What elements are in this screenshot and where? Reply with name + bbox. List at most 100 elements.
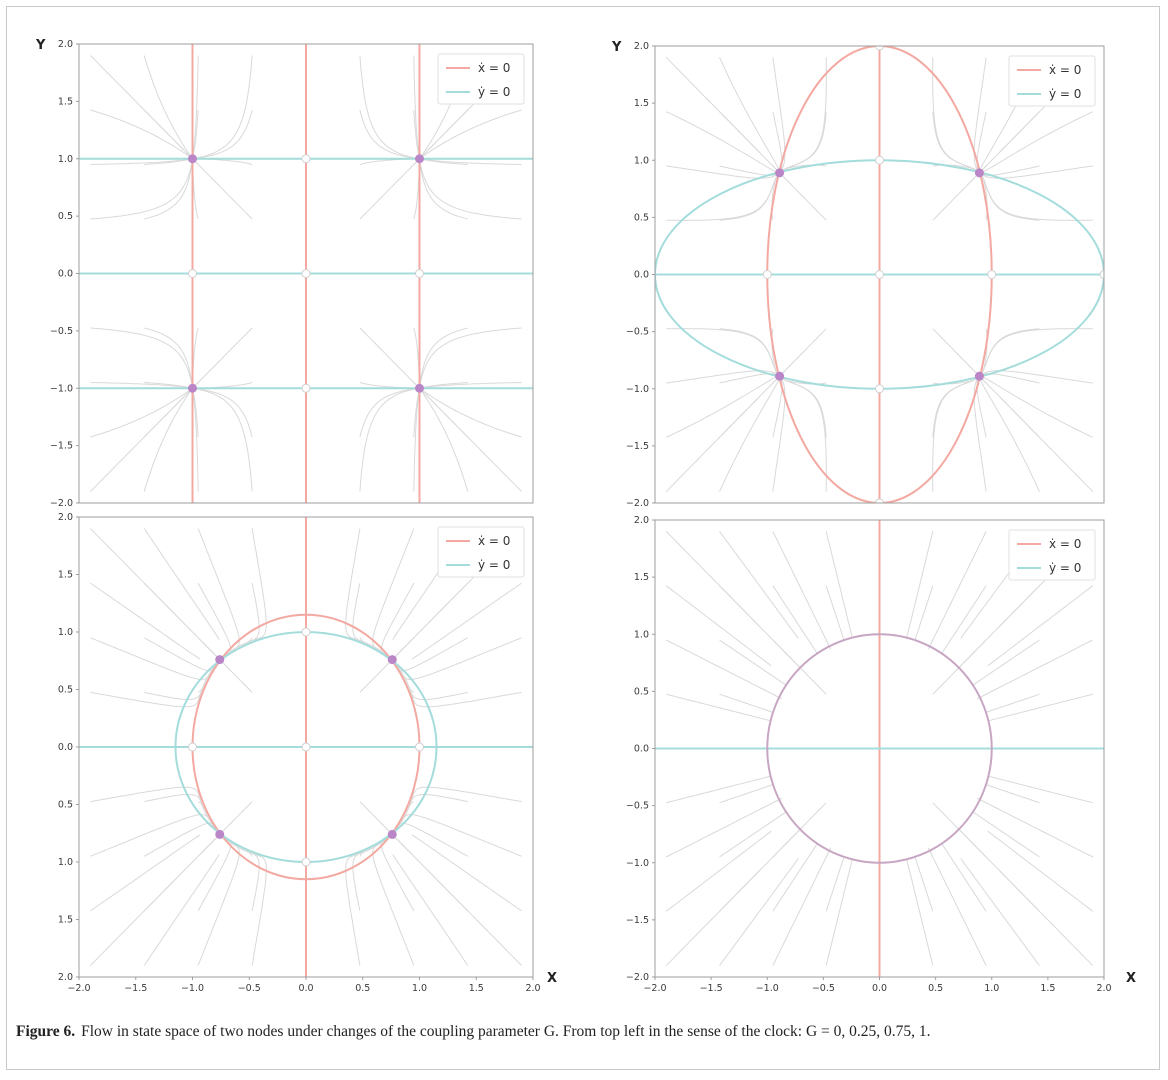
streamline	[940, 842, 987, 912]
unstable-fixed-point	[301, 154, 311, 164]
streamline	[143, 528, 220, 640]
plot-area	[655, 46, 1104, 503]
y-tick-label: 2.0	[58, 512, 73, 523]
streamline	[665, 798, 781, 858]
panel-bottom-left: 2.01.51.00.50.00.51.01.52.0−2.0 −1.5 −1.0−…	[58, 512, 557, 994]
x-tick-label: 0.5	[355, 983, 370, 994]
x-tick-label: −1.5	[124, 983, 147, 994]
y-tick-label: 1.5	[58, 915, 73, 926]
streamline	[359, 327, 421, 390]
streamline	[932, 171, 981, 221]
unstable-fixed-point	[1099, 270, 1104, 279]
streamline	[359, 387, 421, 492]
streamline	[240, 847, 267, 966]
stable-fixed-point	[387, 829, 397, 839]
streamline	[932, 328, 981, 378]
streamline	[978, 798, 1094, 858]
y-tick-label: −1.5	[626, 915, 649, 926]
legend-label: ẋ = 0	[1049, 537, 1081, 551]
y-tick-label: 0.5	[58, 800, 73, 811]
streamline	[987, 585, 1094, 667]
streamline	[928, 848, 987, 966]
x-tick-label: −2.0	[67, 983, 90, 994]
y-tick-label: 2.0	[634, 515, 649, 526]
y-tick-label: 1.0	[634, 155, 649, 166]
streamline	[825, 639, 832, 650]
streamline	[380, 582, 415, 662]
streamline	[978, 376, 1040, 492]
streamline	[400, 637, 522, 681]
unstable-fixed-point	[188, 269, 197, 278]
streamline	[90, 834, 201, 912]
streamline	[372, 842, 415, 966]
streamline	[665, 639, 781, 699]
stable-fixed-point	[215, 829, 225, 839]
y-tick-label: −0.5	[626, 801, 649, 812]
y-axis-letter: Y	[611, 40, 622, 55]
y-tick-label: 0.0	[634, 270, 649, 281]
x-tick-label: 1.5	[1040, 983, 1055, 994]
unstable-fixed-point	[875, 384, 884, 394]
streamline	[782, 378, 827, 492]
y-tick-label: 0.5	[58, 211, 73, 222]
streamline	[772, 797, 783, 804]
streamline	[772, 375, 786, 492]
x-tick-label: 1.5	[469, 983, 484, 994]
streamline	[90, 157, 194, 220]
y-tick-label: 1.5	[58, 570, 73, 581]
y-tick-label: −1.0	[50, 383, 73, 394]
streamline	[191, 387, 253, 492]
streamline	[825, 847, 832, 858]
x-tick-label: 0.0	[872, 983, 887, 994]
plot-area	[79, 44, 533, 503]
streamline	[772, 693, 783, 700]
streamline	[411, 834, 522, 912]
unstable-fixed-point	[875, 498, 884, 503]
plot-area	[655, 520, 1104, 977]
y-tick-label: −1.0	[626, 384, 649, 395]
streamline	[197, 832, 232, 912]
streamline	[90, 680, 207, 708]
streamline	[218, 801, 253, 837]
figure-frame	[6, 6, 1160, 1070]
streamline	[772, 57, 786, 174]
streamline	[666, 328, 778, 373]
streamline	[999, 870, 1094, 966]
streamline	[782, 57, 827, 171]
unstable-fixed-point	[875, 46, 884, 51]
streamline	[143, 386, 195, 492]
streamline	[988, 775, 1093, 804]
streamline	[928, 531, 987, 649]
streamline	[413, 385, 423, 492]
x-axis-letter: X	[547, 971, 557, 986]
x-tick-label: −1.0	[181, 983, 204, 994]
streamline	[665, 111, 780, 174]
streamline	[372, 528, 415, 652]
streamline	[143, 385, 196, 438]
streamline	[90, 813, 212, 857]
y-tick-label: 1.5	[58, 96, 73, 107]
caption-label: Figure 6.	[16, 1023, 76, 1040]
unstable-fixed-point	[987, 270, 997, 279]
streamline	[240, 528, 267, 647]
streamline	[772, 585, 819, 655]
streamline	[405, 786, 522, 814]
x-tick-label: −1.0	[756, 983, 779, 994]
streamline	[772, 531, 831, 649]
panel-top-right: 2.0 1.5 1.0 0.5 0.0 −0.5 −1.0 −1.5 −2.0 Yẋ = 0 ẏ…	[611, 40, 1105, 509]
streamline	[359, 657, 394, 693]
stable-fixed-point	[775, 371, 785, 381]
streamline	[988, 693, 1093, 722]
figure-caption: Figure 6. Flow in state space of two node…	[16, 1021, 1152, 1042]
streamline	[719, 810, 788, 858]
y-tick-label: 0.0	[58, 742, 73, 753]
figure-svg: 2.0 1.5 1.0 0.5 0.0 −0.5 −1.0 −1.5 −2.0 Yẋ = 0 ẏ…	[35, 38, 1136, 994]
y-tick-label: 0.0	[58, 269, 73, 280]
y-tick-label: −1.5	[626, 441, 649, 452]
unstable-fixed-point	[301, 857, 311, 867]
stable-fixed-point	[775, 168, 785, 178]
streamline	[417, 386, 522, 438]
streamline	[359, 157, 421, 220]
streamline	[345, 847, 372, 966]
